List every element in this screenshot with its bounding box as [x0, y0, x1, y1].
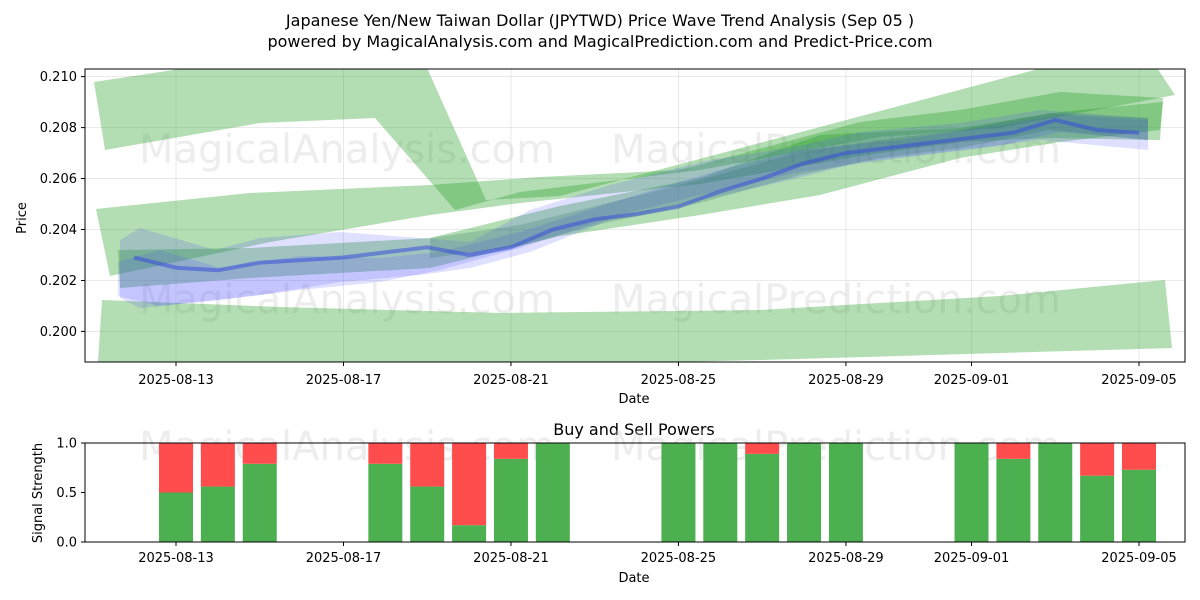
buy-bar — [787, 443, 822, 542]
buy-bar — [410, 486, 445, 542]
lower-band — [98, 280, 1172, 362]
sell-bar — [1080, 443, 1115, 476]
buy-bar — [954, 443, 989, 542]
buy-bar — [1080, 475, 1115, 542]
buy-bar — [828, 443, 863, 542]
y-tick-label: 1.0 — [56, 437, 77, 452]
signal-x-axis: 2025-08-13 2025-08-17 2025-08-21 2025-08-25… — [138, 542, 1177, 566]
watermark-text: MagicalAnalysis.com — [139, 277, 555, 323]
x-tick-label: 2025-09-05 — [1101, 551, 1177, 566]
price-line — [133, 118, 1140, 273]
blue-wave-cluster — [118, 110, 1148, 308]
price-panel: MagicalAnalysis.com MagicalPrediction.co… — [15, 68, 1186, 407]
x-tick-label: 2025-08-21 — [473, 551, 549, 566]
x-tick-label: 2025-08-29 — [808, 373, 884, 388]
middle-band — [96, 92, 1163, 276]
buy-bar — [745, 453, 780, 542]
buy-bar — [242, 463, 277, 542]
chart-title: Japanese Yen/New Taiwan Dollar (JPYTWD) … — [285, 11, 914, 30]
dark-wave — [430, 113, 1148, 258]
buy-bar — [703, 443, 738, 542]
watermark-text: MagicalPrediction.com — [611, 277, 1061, 323]
chart-subtitle: powered by MagicalAnalysis.com and Magic… — [267, 32, 932, 51]
convergence-band — [118, 102, 1163, 288]
sell-bar — [159, 443, 193, 493]
blue-wave — [120, 110, 1148, 308]
buy-bar — [1038, 443, 1073, 542]
upper-band — [94, 69, 1175, 210]
x-tick-label: 2025-08-21 — [473, 373, 549, 388]
sell-bar — [410, 443, 445, 487]
prediction-bands — [94, 69, 1175, 362]
x-tick-label: 2025-08-17 — [306, 551, 382, 566]
buy-bar — [159, 492, 193, 542]
x-tick-label: 2025-08-25 — [641, 551, 717, 566]
price-plot-frame — [84, 68, 1186, 363]
buy-bar — [368, 463, 403, 542]
buy-bar — [535, 443, 570, 542]
sell-bar — [452, 443, 487, 526]
sell-bar — [745, 443, 780, 454]
buy-bar — [200, 486, 235, 542]
buy-bar — [996, 458, 1031, 542]
x-tick-label: 2025-08-13 — [138, 373, 214, 388]
x-tick-label: 2025-08-29 — [808, 551, 884, 566]
y-tick-label: 0.202 — [40, 274, 77, 289]
price-y-axis: 0.200 0.202 0.204 0.206 0.208 0.210 — [40, 70, 85, 340]
signal-bars — [159, 443, 1156, 542]
signal-panel: Buy and Sell Powers MagicalAnalysis.com … — [31, 420, 1186, 586]
x-tick-label: 2025-08-25 — [641, 373, 717, 388]
sell-bar — [368, 443, 403, 464]
x-tick-label: 2025-08-13 — [138, 551, 214, 566]
y-tick-label: 0.200 — [40, 325, 77, 340]
signal-y-axis: 0.0 0.5 1.0 — [56, 437, 85, 551]
buy-bar — [493, 458, 528, 542]
y-tick-label: 0.204 — [40, 223, 77, 238]
y-tick-label: 0.208 — [40, 121, 77, 136]
sell-bar — [200, 443, 235, 487]
x-tick-label: 2025-09-01 — [934, 551, 1010, 566]
y-tick-label: 0.206 — [40, 172, 77, 187]
sell-bar — [996, 443, 1031, 459]
y-tick-label: 0.5 — [56, 486, 77, 501]
sell-bar — [493, 443, 528, 459]
buy-bar — [1122, 469, 1156, 542]
price-x-axis: 2025-08-13 2025-08-17 2025-08-21 2025-08-25… — [138, 362, 1177, 388]
sell-bar — [242, 443, 277, 464]
watermark-text: MagicalAnalysis.com — [139, 127, 555, 173]
buy-bar — [452, 525, 487, 542]
signal-title: Buy and Sell Powers — [553, 420, 715, 439]
y-tick-label: 0.210 — [40, 70, 77, 85]
dark-wave-cluster — [430, 113, 1148, 258]
signal-y-label: Signal Strength — [31, 443, 46, 543]
x-tick-label: 2025-08-17 — [306, 373, 382, 388]
price-grid — [85, 69, 1185, 362]
sell-bar — [1122, 443, 1156, 470]
signal-x-label: Date — [618, 571, 649, 586]
buy-bar — [661, 443, 696, 542]
y-tick-label: 0.0 — [56, 536, 77, 551]
x-tick-label: 2025-09-01 — [934, 373, 1010, 388]
price-x-label: Date — [618, 392, 649, 407]
x-tick-label: 2025-09-05 — [1101, 373, 1177, 388]
blue-wave — [118, 115, 1148, 306]
price-y-label: Price — [15, 202, 30, 234]
